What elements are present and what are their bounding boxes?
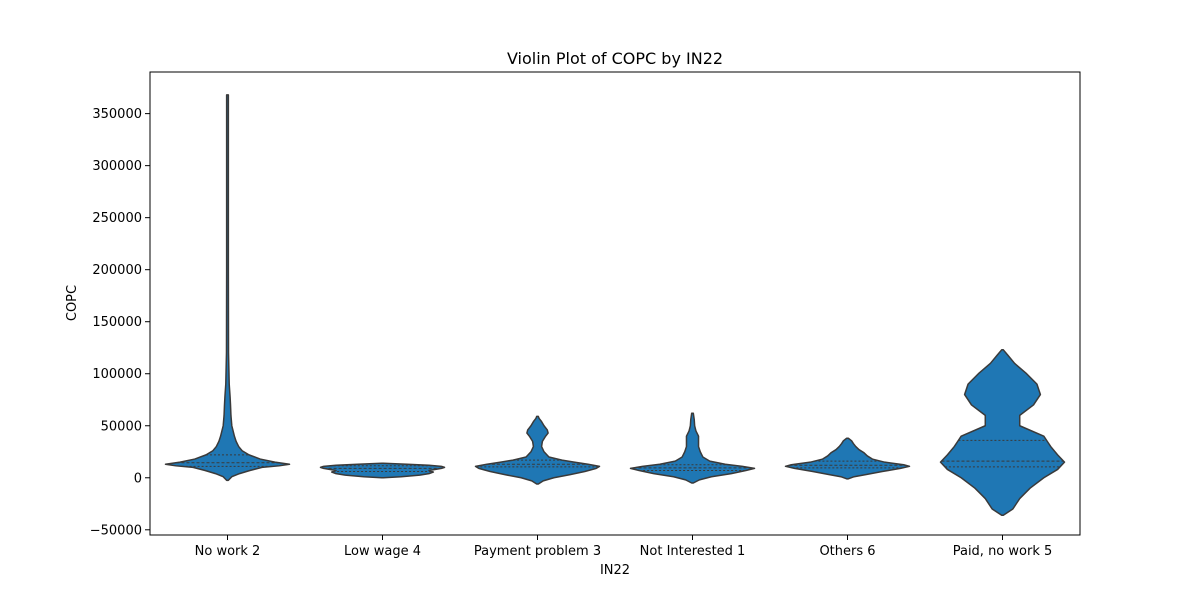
y-tick-label: 0	[134, 471, 142, 486]
y-tick-label: 100000	[92, 367, 142, 382]
chart-title: Violin Plot of COPC by IN22	[507, 49, 723, 68]
violin-body	[939, 349, 1066, 516]
violin-body	[164, 94, 291, 482]
y-tick-label: −50000	[90, 523, 142, 538]
x-tick-label: Not Interested 1	[640, 544, 746, 559]
x-axis: No work 2 Low wage 4 Payment problem 3 Not …	[195, 535, 1053, 559]
x-tick-label: Payment problem 3	[474, 544, 601, 559]
y-tick-label: 300000	[92, 159, 142, 174]
x-tick-label: Low wage 4	[344, 544, 421, 559]
x-tick-label: Others 6	[819, 544, 875, 559]
plot-frame	[149, 71, 1081, 536]
x-tick-label: No work 2	[195, 544, 261, 559]
y-tick-label: 200000	[92, 263, 142, 278]
violin-body	[319, 462, 446, 479]
violin-body	[784, 437, 911, 480]
y-tick-label: 150000	[92, 315, 142, 330]
y-axis-label: COPC	[65, 285, 80, 321]
y-tick-label: 250000	[92, 211, 142, 226]
x-axis-label: IN22	[600, 563, 630, 578]
violin-body	[629, 412, 756, 484]
violins-layer	[164, 94, 1066, 516]
y-tick-label: 50000	[101, 419, 142, 434]
y-axis: −50000 0 50000 100000 150000 200000 250000 3000…	[90, 107, 150, 538]
x-tick-label: Paid, no work 5	[953, 544, 1053, 559]
y-tick-label: 350000	[92, 107, 142, 122]
